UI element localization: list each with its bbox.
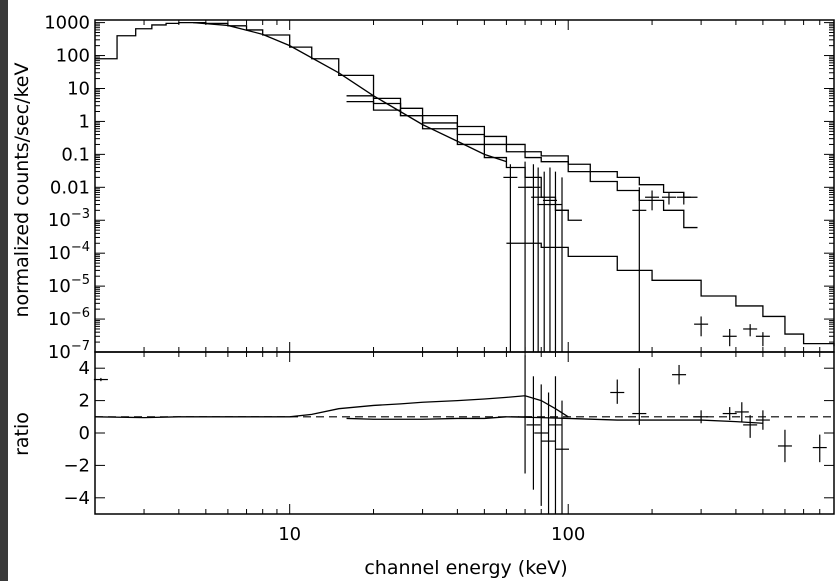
y-tick-label: 10−7 (48, 339, 90, 363)
x-tick-label: 100 (551, 524, 585, 545)
y-tick-label: 10−3 (48, 207, 90, 231)
y-tick-label: −4 (63, 488, 90, 509)
top-y-axis-title: normalized counts/sec/keV (11, 63, 33, 318)
series-3-line (346, 100, 698, 229)
y-tick-label: 1000 (44, 13, 90, 34)
y-tick-label: 10 (67, 78, 90, 99)
y-tick-label: −2 (63, 455, 90, 476)
y-tick-label: 10−6 (48, 306, 90, 330)
y-tick-label: 4 (79, 358, 90, 379)
series-5-line (506, 242, 835, 347)
y-tick-label: 100 (56, 46, 90, 67)
series-4-line (346, 95, 698, 198)
y-tick-label: 1 (79, 111, 90, 132)
x-axis-title: channel energy (keV) (364, 557, 567, 579)
counts-panel: 10−7 10−6 10−5 10−4 10−3 0.01 0.1 1 10 100 1000 (44, 13, 835, 363)
ratio-panel: 4 2 0 −2 −4 10 100 (63, 351, 835, 545)
series-2-line (193, 21, 507, 163)
bottom-y-axis-title: ratio (11, 412, 33, 456)
y-tick-label: 10−5 (48, 273, 90, 297)
series-1-line (94, 395, 569, 419)
y-tick-label: 0 (79, 423, 90, 444)
y-tick-label: 0.01 (50, 177, 90, 198)
figure-background (8, 0, 838, 581)
y-tick-label: 0.1 (61, 144, 90, 165)
y-tick-label: 2 (79, 391, 90, 412)
y-tick-label: 10−4 (48, 240, 90, 264)
x-tick-label: 10 (278, 524, 301, 545)
